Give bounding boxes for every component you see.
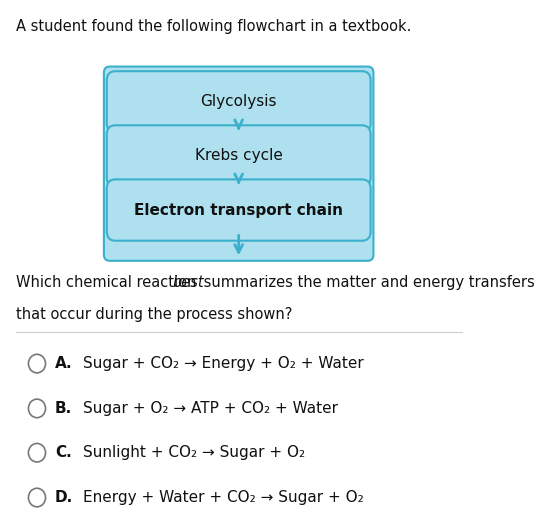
Text: summarizes the matter and energy transfers: summarizes the matter and energy transfe… xyxy=(199,276,535,291)
FancyBboxPatch shape xyxy=(104,67,374,261)
FancyBboxPatch shape xyxy=(107,125,371,186)
Text: Sugar + CO₂ → Energy + O₂ + Water: Sugar + CO₂ → Energy + O₂ + Water xyxy=(83,356,364,371)
Text: Glycolysis: Glycolysis xyxy=(200,94,277,109)
Text: C.: C. xyxy=(55,445,72,460)
Text: B.: B. xyxy=(55,401,72,416)
Text: A student found the following flowchart in a textbook.: A student found the following flowchart … xyxy=(16,19,411,34)
Text: that occur during the process shown?: that occur during the process shown? xyxy=(16,307,292,322)
Text: Which chemical reaction: Which chemical reaction xyxy=(16,276,200,291)
Text: D.: D. xyxy=(55,490,73,505)
Text: Energy + Water + CO₂ → Sugar + O₂: Energy + Water + CO₂ → Sugar + O₂ xyxy=(83,490,364,505)
Text: Sunlight + CO₂ → Sugar + O₂: Sunlight + CO₂ → Sugar + O₂ xyxy=(83,445,306,460)
Text: Electron transport chain: Electron transport chain xyxy=(134,203,343,218)
Text: Sugar + O₂ → ATP + CO₂ + Water: Sugar + O₂ → ATP + CO₂ + Water xyxy=(83,401,338,416)
Text: A.: A. xyxy=(55,356,73,371)
Text: best: best xyxy=(172,276,204,291)
FancyBboxPatch shape xyxy=(107,179,371,241)
FancyBboxPatch shape xyxy=(107,71,371,133)
Text: Krebs cycle: Krebs cycle xyxy=(195,149,283,164)
